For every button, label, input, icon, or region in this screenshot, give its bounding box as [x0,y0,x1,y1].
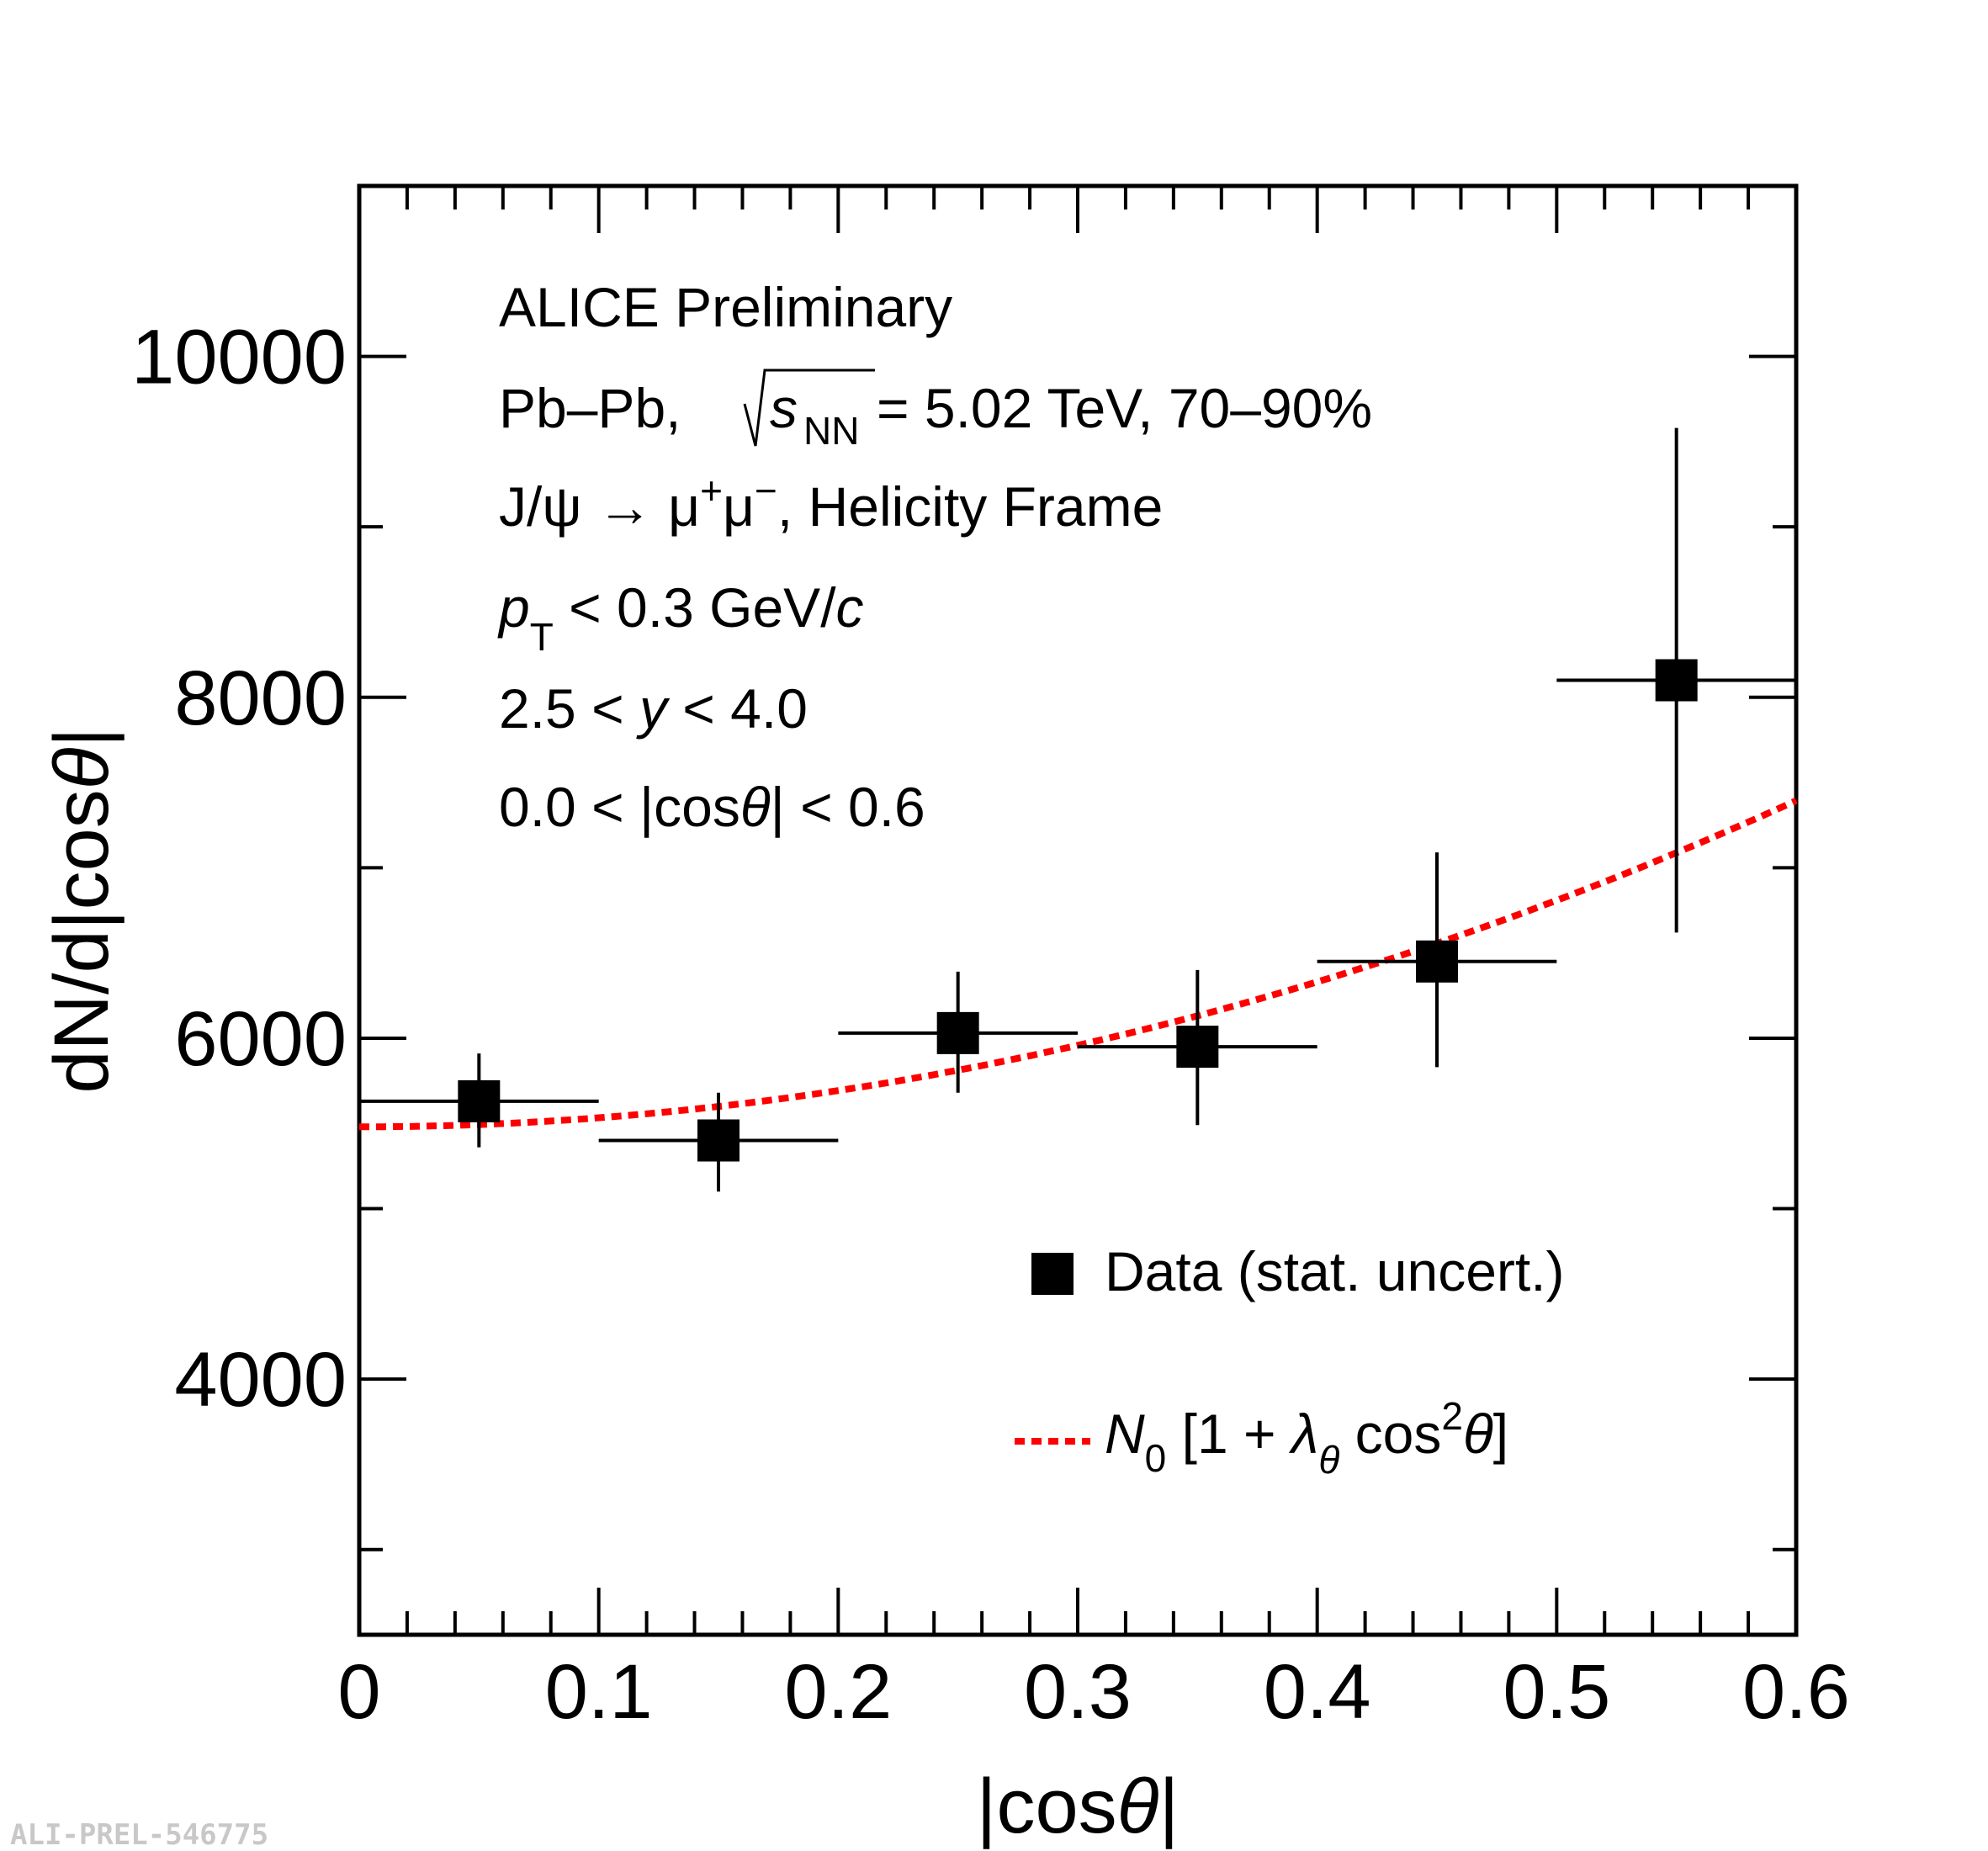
x-axis-tick-labels: 0 0.1 0.2 0.3 0.4 0.5 0.6 [337,1649,1850,1735]
x-tick-label: 0.3 [1024,1649,1132,1735]
y-tick-label: 4000 [174,1337,347,1423]
data-marker [458,1079,501,1122]
sqrt-sign-icon [743,369,875,447]
y-tick-label: 10000 [131,315,347,400]
legend-fit-label: N0 [1 + λθ cos2θ] [1105,1394,1508,1482]
info-experiment: ALICE Preliminary [499,276,952,338]
info-pt-cut: pT < 0.3 GeV/c [497,576,864,659]
legend: Data (stat. uncert.) N0 [1 + λθ cos2θ] [1015,1240,1565,1482]
data-marker [1416,940,1458,983]
info-decay-channel: J/ψ → μ+μ−, Helicity Frame [499,469,1163,538]
fit-curve-layer [359,797,1798,1131]
y-tick-label: 8000 [174,655,347,741]
y-axis-title: dN/d|cosθ| [39,727,125,1093]
data-point [1317,852,1557,1068]
x-axis-title: |cosθ| [977,1763,1180,1849]
data-point [1078,969,1317,1126]
x-tick-label: 0.4 [1264,1649,1371,1735]
info-costheta-range: 0.0 < |cosθ| < 0.6 [499,776,925,838]
data-marker [1176,1026,1219,1069]
data-point [598,1092,839,1192]
data-marker [1655,659,1698,702]
watermark-id: ALI-PREL-546775 [10,1818,268,1851]
y-axis-tick-labels: 4000 6000 8000 10000 [131,315,347,1424]
data-point [1556,427,1796,933]
x-axis-ticks [358,186,1798,1635]
x-tick-label: 0.6 [1742,1649,1850,1735]
legend-data-marker [1031,1253,1074,1295]
legend-data-label: Data (stat. uncert.) [1105,1240,1565,1302]
info-collision-system: Pb–Pb, s NN = 5.02 TeV, 70–90% [499,369,1372,453]
x-tick-label: 0.1 [545,1649,653,1735]
svg-text:Pb–Pb,: Pb–Pb, [499,377,681,439]
data-points-layer [359,427,1796,1192]
x-tick-label: 0.2 [784,1649,892,1735]
y-tick-label: 6000 [174,996,347,1082]
data-marker [936,1011,979,1054]
fit-curve [359,797,1798,1131]
info-rapidity-cut: 2.5 < y < 4.0 [499,677,808,740]
svg-text:s: s [770,377,798,439]
x-tick-label: 0 [337,1649,380,1735]
y-axis-ticks [359,184,1796,1551]
x-tick-label: 0.5 [1503,1649,1610,1735]
data-marker [697,1119,740,1162]
svg-text:NN: NN [803,409,859,453]
data-point [838,971,1078,1093]
data-point [359,1053,599,1148]
svg-text:= 5.02 TeV, 70–90%: = 5.02 TeV, 70–90% [877,377,1372,439]
